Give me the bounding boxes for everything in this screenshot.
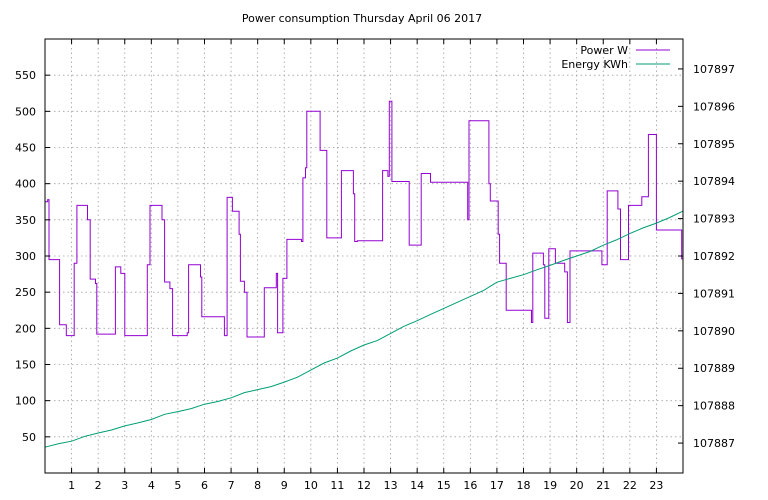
- x-tick-label: 18: [517, 479, 531, 492]
- legend: Power W Energy KWh: [561, 44, 670, 71]
- x-tick-label: 8: [254, 479, 261, 492]
- x-tick-label: 21: [596, 479, 610, 492]
- x-tick-label: 2: [95, 479, 102, 492]
- x-tick-label: 10: [304, 479, 318, 492]
- y-left-tick-label: 150: [15, 359, 36, 372]
- x-tick-label: 14: [410, 479, 424, 492]
- y-right-tick-label: 107896: [693, 100, 735, 113]
- series-line-energy-kwh: [44, 210, 684, 448]
- x-tick-label: 7: [228, 479, 235, 492]
- y-left-tick-label: 500: [15, 105, 36, 118]
- series-layer: [44, 100, 684, 448]
- y-right-tick-label: 107890: [693, 325, 735, 338]
- y-left-tick-label: 50: [22, 431, 36, 444]
- y-left-tick-label: 400: [15, 178, 36, 191]
- x-tick-label: 23: [649, 479, 663, 492]
- y-left-tick-label: 200: [15, 322, 36, 335]
- axis-ticks: 1 2 3 4 5 6 7 8 9 10 11 12 13 14 15 16 17 18 19 20 21 22 23501…: [15, 39, 735, 492]
- x-tick-label: 1: [68, 479, 75, 492]
- y-right-tick-label: 107894: [693, 175, 735, 188]
- x-tick-label: 17: [490, 479, 504, 492]
- y-right-tick-label: 107887: [693, 437, 735, 450]
- x-tick-label: 9: [281, 479, 288, 492]
- chart-title: Power consumption Thursday April 06 2017: [242, 12, 482, 25]
- x-tick-label: 19: [543, 479, 557, 492]
- y-right-tick-label: 107892: [693, 250, 735, 263]
- x-tick-label: 6: [201, 479, 208, 492]
- y-right-tick-label: 107891: [693, 287, 735, 300]
- x-tick-label: 13: [384, 479, 398, 492]
- legend-item-energy: Energy KWh: [561, 58, 670, 71]
- x-tick-label: 4: [148, 479, 155, 492]
- x-tick-label: 11: [330, 479, 344, 492]
- y-right-tick-label: 107897: [693, 63, 735, 76]
- y-left-tick-label: 350: [15, 214, 36, 227]
- x-tick-label: 16: [463, 479, 477, 492]
- legend-label-power: Power W: [580, 44, 628, 57]
- y-left-tick-label: 550: [15, 69, 36, 82]
- y-left-tick-label: 450: [15, 142, 36, 155]
- x-tick-label: 12: [357, 479, 371, 492]
- x-tick-label: 3: [121, 479, 128, 492]
- y-left-tick-label: 100: [15, 395, 36, 408]
- y-right-tick-label: 107895: [693, 138, 735, 151]
- y-left-tick-label: 250: [15, 286, 36, 299]
- x-tick-label: 5: [174, 479, 181, 492]
- y-left-tick-label: 300: [15, 250, 36, 263]
- legend-item-power: Power W: [580, 44, 670, 57]
- y-right-tick-label: 107889: [693, 362, 735, 375]
- legend-label-energy: Energy KWh: [561, 58, 628, 71]
- x-tick-label: 20: [570, 479, 584, 492]
- x-tick-label: 22: [623, 479, 637, 492]
- y-right-tick-label: 107888: [693, 400, 735, 413]
- y-right-tick-label: 107893: [693, 213, 735, 226]
- series-line-power-w: [45, 100, 683, 338]
- x-tick-label: 15: [437, 479, 451, 492]
